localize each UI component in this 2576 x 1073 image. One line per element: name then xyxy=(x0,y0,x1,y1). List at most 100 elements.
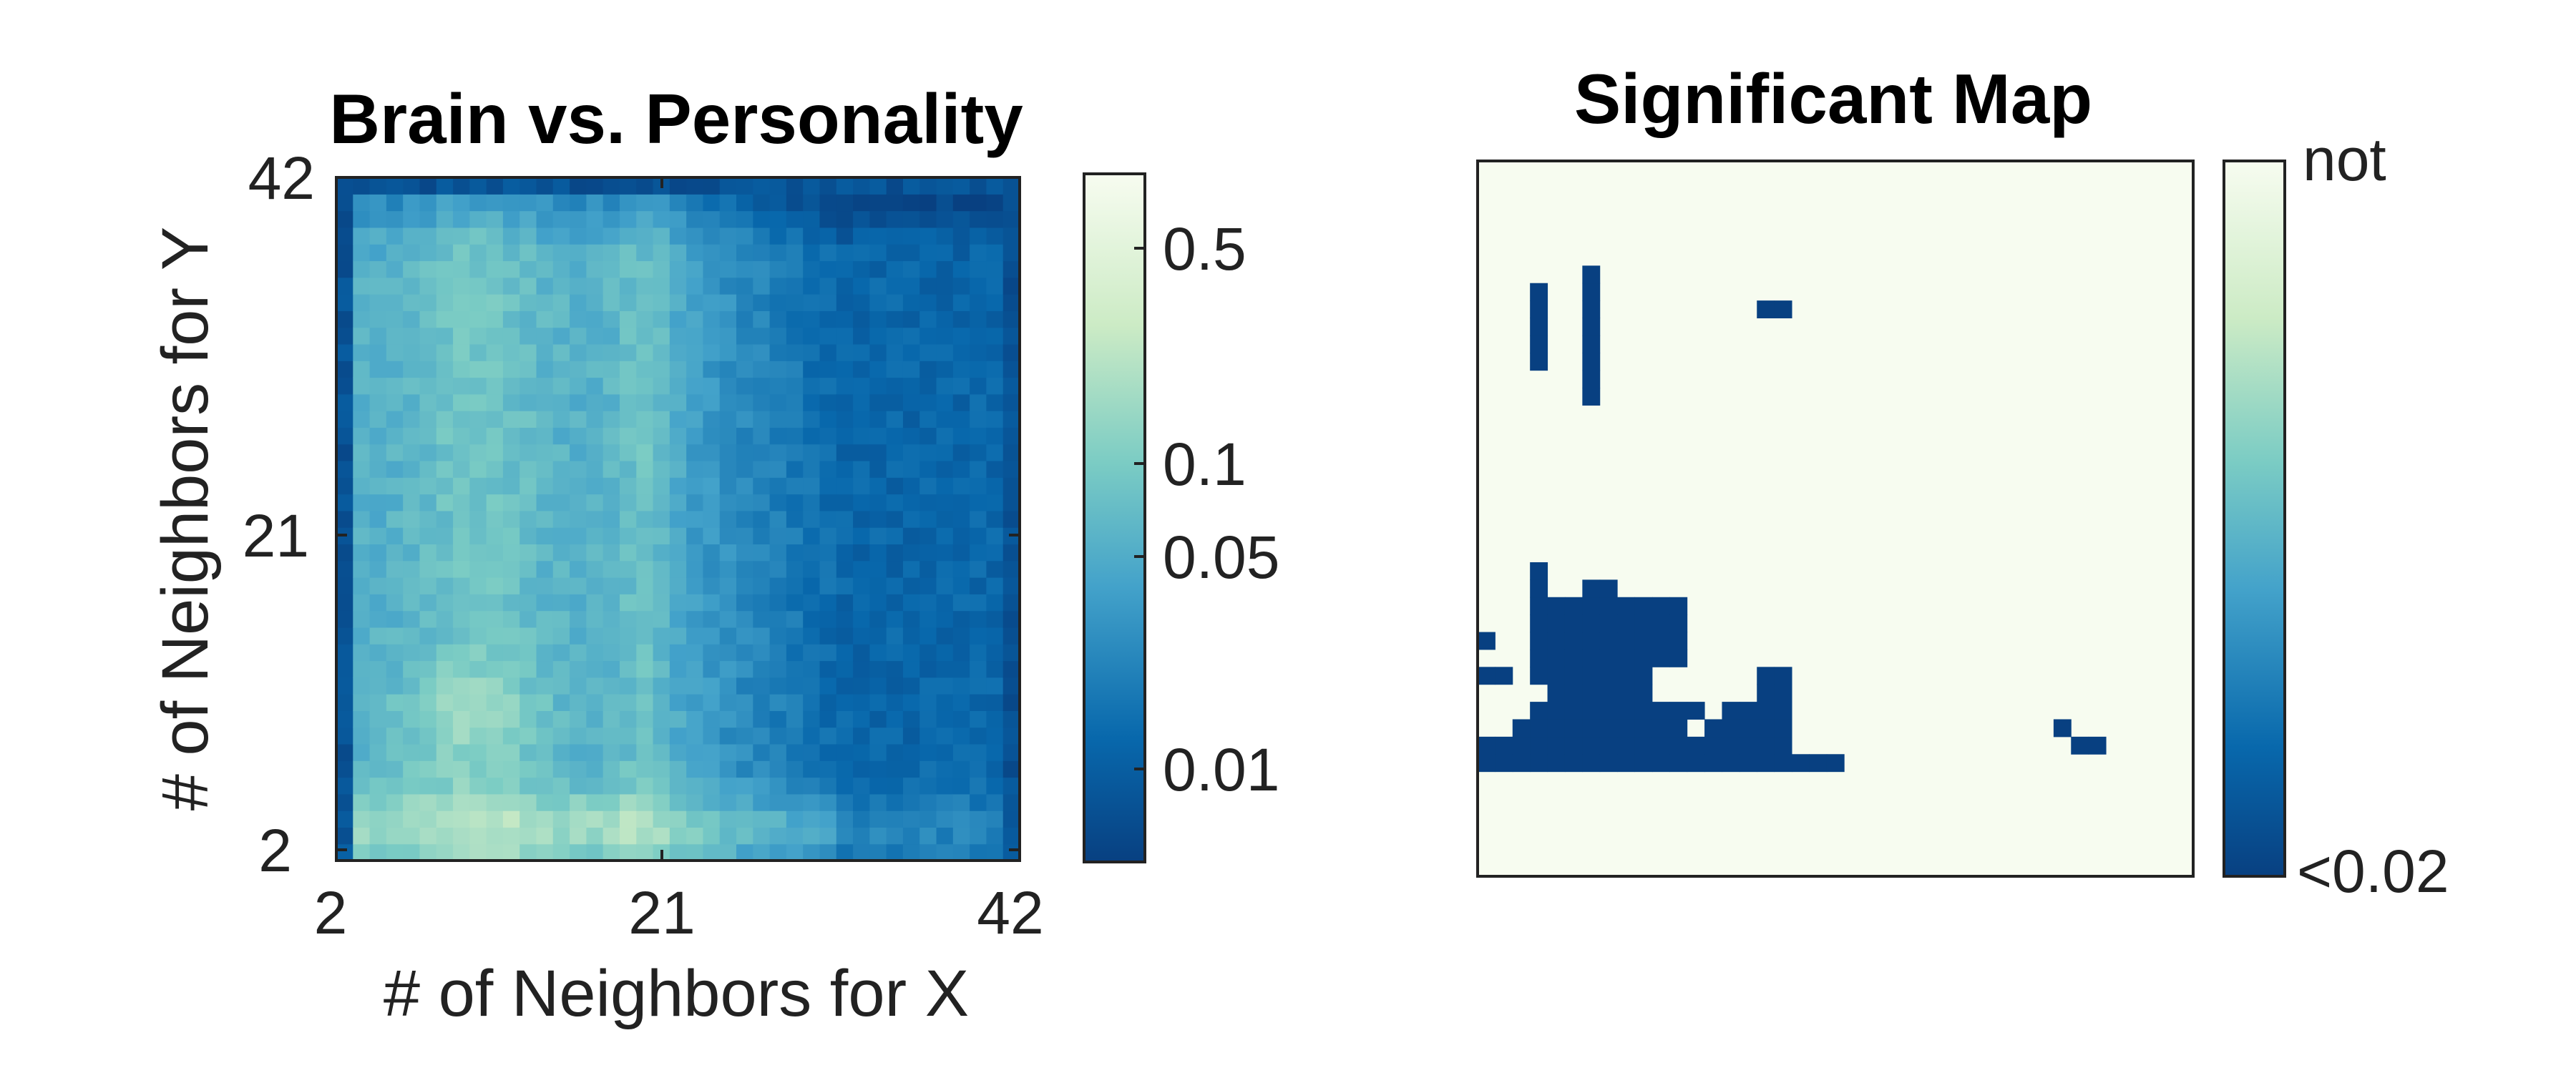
heatmap-cell xyxy=(819,694,837,711)
heatmap-cell xyxy=(869,427,887,445)
heatmap-cell xyxy=(936,494,954,511)
heatmap-cell xyxy=(519,310,537,328)
heatmap-cell xyxy=(403,710,421,728)
heatmap-cell xyxy=(669,527,687,545)
heatmap-cell xyxy=(753,560,771,578)
heatmap-cell xyxy=(602,444,620,461)
heatmap-cell xyxy=(869,260,887,278)
heatmap-cell xyxy=(686,743,704,761)
heatmap-cell xyxy=(753,194,771,212)
heatmap-cell xyxy=(570,310,587,328)
heatmap-cell xyxy=(469,327,487,345)
heatmap-cell xyxy=(486,260,504,278)
heatmap-cell xyxy=(619,244,637,262)
heatmap-cell xyxy=(403,260,421,278)
right-panel: Significant Map not <0.02 xyxy=(1476,59,2449,905)
heatmap-cell xyxy=(986,327,1004,345)
heatmap-cell xyxy=(869,227,887,245)
heatmap-cell xyxy=(952,827,970,845)
heatmap-cell xyxy=(469,843,487,861)
heatmap-cell xyxy=(803,393,821,411)
heatmap-cell xyxy=(686,827,704,845)
heatmap-cell xyxy=(453,527,470,545)
heatmap-cell xyxy=(786,810,804,828)
heatmap-cell xyxy=(753,660,771,678)
heatmap-cell xyxy=(653,710,670,728)
heatmap-cell xyxy=(686,527,704,545)
heatmap-cell xyxy=(453,843,470,861)
heatmap-cell xyxy=(453,760,470,778)
significant-cell xyxy=(1530,597,1548,615)
heatmap-cell xyxy=(819,294,837,311)
heatmap-cell xyxy=(919,727,937,745)
heatmap-cell xyxy=(403,627,421,645)
heatmap-cell xyxy=(719,743,737,761)
heatmap-cell xyxy=(419,444,437,461)
heatmap-cell xyxy=(602,677,620,695)
heatmap-cell xyxy=(803,777,821,795)
heatmap-cell xyxy=(619,577,637,594)
significant-cell xyxy=(1617,632,1636,650)
heatmap-cell xyxy=(970,793,987,811)
heatmap-cell xyxy=(919,393,937,411)
heatmap-cell xyxy=(502,527,520,545)
heatmap-cell xyxy=(703,560,721,578)
heatmap-cell xyxy=(653,577,670,594)
heatmap-cell xyxy=(1002,560,1020,578)
heatmap-cell xyxy=(536,843,554,861)
heatmap-cell xyxy=(686,810,704,828)
heatmap-cell xyxy=(386,827,404,845)
heatmap-cell xyxy=(719,710,737,728)
heatmap-cell xyxy=(586,793,604,811)
heatmap-cell xyxy=(419,294,437,311)
heatmap-cell xyxy=(753,244,771,262)
heatmap-cell xyxy=(636,760,654,778)
heatmap-cell xyxy=(786,460,804,478)
heatmap-cell xyxy=(369,660,387,678)
heatmap-cell xyxy=(919,760,937,778)
heatmap-cell xyxy=(736,560,753,578)
heatmap-cell xyxy=(886,310,904,328)
heatmap-cell xyxy=(636,427,654,445)
heatmap-cell xyxy=(886,327,904,345)
heatmap-cell xyxy=(386,260,404,278)
heatmap-cell xyxy=(453,743,470,761)
heatmap-cell xyxy=(803,494,821,511)
heatmap-cell xyxy=(886,810,904,828)
heatmap-cell xyxy=(736,710,753,728)
heatmap-cell xyxy=(719,777,737,795)
heatmap-cell xyxy=(769,244,787,262)
heatmap-cell xyxy=(469,710,487,728)
heatmap-cell xyxy=(803,627,821,645)
heatmap-cell xyxy=(803,793,821,811)
heatmap-cell xyxy=(1002,494,1020,511)
heatmap-cell xyxy=(869,677,887,695)
heatmap-cell xyxy=(469,627,487,645)
heatmap-cell xyxy=(869,527,887,545)
heatmap-cell xyxy=(986,510,1004,528)
heatmap-cell xyxy=(486,827,504,845)
heatmap-cell xyxy=(886,494,904,511)
heatmap-cell xyxy=(403,411,421,428)
heatmap-cell xyxy=(853,244,870,262)
heatmap-cell xyxy=(902,427,920,445)
heatmap-cell xyxy=(819,194,837,212)
heatmap-cell xyxy=(519,760,537,778)
heatmap-cell xyxy=(902,577,920,594)
significant-cell xyxy=(1652,719,1670,738)
heatmap-cell xyxy=(853,560,870,578)
heatmap-cell xyxy=(552,727,570,745)
significant-cell xyxy=(1495,667,1513,685)
heatmap-cell xyxy=(703,244,721,262)
heatmap-cell xyxy=(952,260,970,278)
heatmap-cell xyxy=(586,677,604,695)
heatmap-cell xyxy=(869,594,887,612)
heatmap-cell xyxy=(970,810,987,828)
heatmap-cell xyxy=(369,411,387,428)
heatmap-cell xyxy=(369,727,387,745)
heatmap-cell xyxy=(736,393,753,411)
heatmap-cell xyxy=(519,793,537,811)
heatmap-cell xyxy=(786,644,804,662)
heatmap-cell xyxy=(502,777,520,795)
heatmap-cell xyxy=(386,194,404,212)
